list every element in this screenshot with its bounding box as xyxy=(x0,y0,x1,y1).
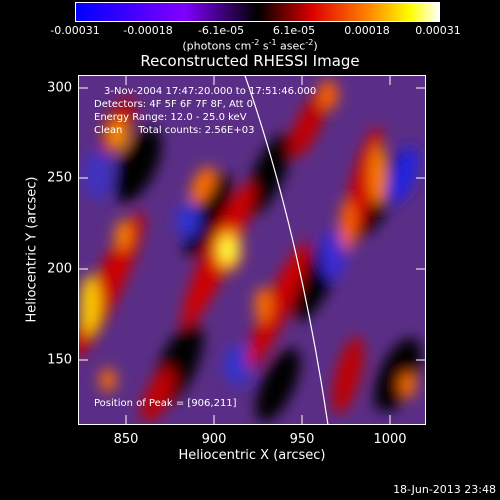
annotation-energy: Energy Range: 12.0 - 25.0 keV xyxy=(94,112,247,123)
colorbar-tick: -6.1e-05 xyxy=(197,24,245,37)
y-tick-label: 200 xyxy=(47,261,72,277)
y-axis-label: Heliocentric Y (arcsec) xyxy=(24,176,40,323)
x-tick-label: 950 xyxy=(289,432,315,447)
colorbar-tick: 0.00031 xyxy=(415,24,461,37)
x-tick-label: 850 xyxy=(113,432,139,447)
y-tick-label: 250 xyxy=(47,170,72,186)
x-tick-label: 900 xyxy=(201,432,227,447)
x-tick-label: 1000 xyxy=(373,432,407,447)
colorbar-tick: 6.1e-05 xyxy=(272,24,316,37)
rhessi-image xyxy=(78,75,426,425)
footer-timestamp: 18-Jun-2013 23:48 xyxy=(393,483,496,496)
colorbar-tick: -0.00031 xyxy=(50,24,100,37)
plot-title: Reconstructed RHESSI Image xyxy=(140,52,360,70)
annotation-detectors: Detectors: 4F 5F 6F 7F 8F, Att 0 xyxy=(94,99,254,110)
annotation-time: 3-Nov-2004 17:47:20.000 to 17:51:46.000 xyxy=(104,86,317,97)
y-tick-label: 300 xyxy=(47,80,72,96)
y-tick-label: 150 xyxy=(47,352,72,368)
colorbar xyxy=(75,2,440,22)
colorbar-tick: 0.00018 xyxy=(344,24,390,37)
colorbar-tick: -0.00018 xyxy=(123,24,173,37)
annotation-peak: Position of Peak = [906,211] xyxy=(94,398,237,409)
x-axis-label: Heliocentric X (arcsec) xyxy=(178,448,326,463)
colorbar-units: (photons cm-2 s-1 asec-2) xyxy=(182,38,318,53)
annotation-clean: Clean Total counts: 2.56E+03 xyxy=(94,125,255,136)
